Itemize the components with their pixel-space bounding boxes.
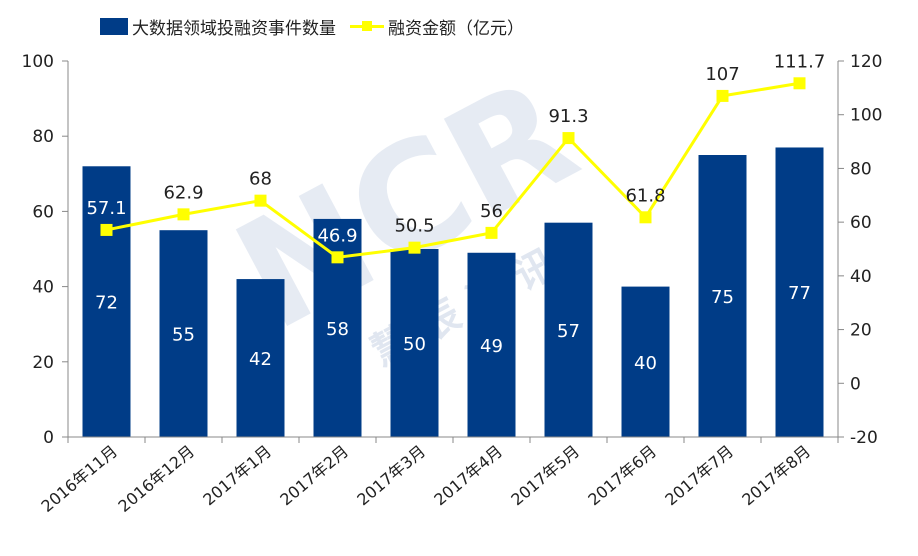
line-marker: [408, 241, 421, 254]
legend-line-swatch: [350, 18, 384, 35]
bar: [159, 230, 208, 437]
bar-value-label: 50: [403, 334, 426, 355]
right-tick-label: 120: [850, 52, 882, 72]
legend-item-line: 融资金额（亿元）: [350, 14, 524, 39]
left-tick-label: 0: [43, 428, 54, 448]
x-tick-label: 2017年5月: [507, 442, 583, 510]
data-labels: 72 55 42 58 50 49 57 40 75 77 57.1 62.9 68 46.9 50.5 56…: [86, 51, 825, 374]
right-tick-label: 100: [850, 106, 882, 126]
bar: [82, 166, 131, 437]
line-marker: [331, 251, 344, 264]
bar-value-label: 49: [480, 336, 503, 357]
x-tick-label: 2017年8月: [738, 442, 814, 510]
bar-value-label: 75: [711, 287, 734, 308]
line-value-label: 68: [249, 169, 272, 190]
line-marker: [639, 211, 652, 224]
right-tick-label: 0: [850, 374, 861, 394]
legend-item-bar: 大数据领域投融资事件数量: [100, 14, 336, 39]
line-marker: [562, 132, 575, 145]
bar-value-label: 55: [172, 325, 195, 346]
legend-bar-label: 大数据领域投融资事件数量: [132, 19, 336, 39]
bar: [775, 147, 824, 438]
left-tick-label: 40: [32, 278, 54, 298]
line-marker: [177, 208, 190, 221]
line-marker: [485, 226, 498, 239]
x-tick-label: 2017年4月: [430, 442, 506, 510]
bar-value-label: 58: [326, 319, 349, 340]
x-tick-label: 2017年2月: [276, 442, 352, 510]
line-value-label: 56: [480, 201, 503, 222]
bar: [236, 279, 285, 437]
line-value-label: 57.1: [86, 198, 126, 219]
x-tick-label: 2017年3月: [353, 442, 429, 510]
x-tick-label: 2016年11月: [38, 442, 122, 516]
line-marker: [254, 194, 267, 207]
line-series: [100, 77, 806, 264]
right-tick-label: -20: [850, 428, 878, 448]
bar: [467, 252, 516, 437]
bar-series: [82, 147, 824, 438]
left-tick-label: 60: [32, 202, 54, 222]
line-marker: [716, 89, 729, 102]
line-value-label: 50.5: [394, 216, 434, 237]
bar-value-label: 40: [634, 353, 657, 374]
right-tick-label: 20: [850, 321, 872, 341]
x-tick-label: 2017年1月: [199, 442, 275, 510]
bar-value-label: 77: [788, 283, 811, 304]
left-tick-label: 100: [22, 52, 54, 72]
right-tick-label: 80: [850, 159, 872, 179]
right-tick-label: 60: [850, 213, 872, 233]
left-tick-label: 80: [32, 127, 54, 147]
right-tick-label: 40: [850, 267, 872, 287]
line-value-label: 62.9: [163, 182, 203, 203]
line-value-label: 107: [705, 64, 739, 85]
x-tick-label: 2017年6月: [584, 442, 660, 510]
amount-line: [106, 81, 800, 259]
bar: [544, 222, 593, 437]
line-marker: [793, 77, 806, 90]
bar-value-label: 42: [249, 349, 272, 370]
x-tick-label: 2016年12月: [115, 442, 199, 516]
x-tick-label: 2017年7月: [661, 442, 737, 510]
bar-value-label: 57: [557, 321, 580, 342]
line-value-label: 91.3: [548, 106, 588, 127]
legend: 大数据领域投融资事件数量 融资金额（亿元）: [100, 14, 538, 39]
line-value-label: 46.9: [317, 225, 357, 246]
legend-bar-swatch: [100, 18, 128, 35]
line-value-label: 111.7: [774, 51, 826, 72]
line-value-label: 61.8: [625, 185, 665, 206]
legend-line-label: 融资金额（亿元）: [388, 19, 524, 39]
bar: [390, 249, 439, 437]
bar: [698, 155, 747, 437]
left-tick-label: 20: [32, 353, 54, 373]
bar-value-label: 72: [95, 293, 118, 314]
bar: [621, 286, 670, 437]
line-marker: [100, 223, 113, 236]
